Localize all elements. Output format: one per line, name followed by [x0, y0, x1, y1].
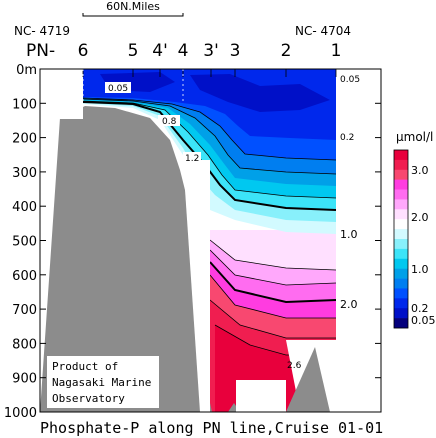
colorbar-label: 2.0 — [411, 211, 429, 224]
colorbar-frame — [393, 149, 409, 329]
y-tick-label: 0m — [16, 63, 37, 78]
line-label: PN- — [26, 41, 55, 61]
station-label: 5 — [128, 41, 139, 61]
station-lines — [82, 69, 337, 104]
station-labels: 6 5 4' 4 3' 3 2 1 — [78, 41, 342, 61]
y-tick-label: 900 — [12, 372, 37, 387]
y-tick-label: 1000 — [4, 406, 37, 421]
colorbar-cell — [394, 268, 408, 279]
scale-bar-label: 60N.Miles — [106, 0, 160, 13]
contour-label: 1.2 — [185, 154, 199, 164]
colorbar-label: 1.0 — [411, 263, 429, 276]
left-end-station: NC- 4719 — [14, 24, 70, 38]
y-tick-label: 800 — [12, 337, 37, 352]
right-end-station: NC- 4704 — [295, 24, 351, 38]
contour-label: 1.0 — [340, 228, 358, 241]
y-tick-label: 300 — [12, 166, 37, 181]
contour-label: 2.6 — [287, 361, 302, 371]
colorbar-labels: 3.0 2.0 1.0 0.2 0.05 — [411, 164, 436, 327]
colorbar-cell — [394, 219, 408, 230]
colorbar-label: 3.0 — [411, 164, 429, 177]
colorbar-cell — [394, 318, 408, 329]
colorbar-cell — [394, 308, 408, 319]
contour-label-bg — [105, 82, 131, 93]
colorbar-cell — [394, 150, 408, 161]
station-label: 4' — [152, 41, 168, 61]
note-line: Product of — [52, 360, 118, 373]
colorbar-cell — [394, 248, 408, 260]
note-line: Observatory — [52, 392, 125, 405]
colorbar-label: 0.05 — [411, 314, 436, 327]
colorbar-cell — [394, 179, 408, 190]
station-label: 2 — [281, 41, 292, 61]
y-axis: 0m 100 200 300 400 500 600 700 800 900 1000 — [4, 63, 381, 421]
contour-lines — [82, 97, 337, 356]
colorbar-cell — [394, 189, 408, 200]
station-label: 4 — [178, 41, 189, 61]
colorbar-unit: μmol/l — [396, 130, 433, 144]
contour-label-bg — [183, 152, 201, 163]
mask-gap — [183, 160, 210, 412]
note-line: Nagasaki Marine — [52, 376, 151, 389]
y-tick-label: 600 — [12, 269, 37, 284]
note-box: Product of Nagasaki Marine Observatory — [47, 356, 159, 408]
mask-left — [40, 69, 83, 119]
colorbar-cell — [394, 239, 408, 250]
station-label: 3' — [203, 41, 219, 61]
contour-field — [40, 69, 381, 412]
colorbar-cell — [394, 159, 408, 171]
colorbar-cell — [394, 229, 408, 240]
colorbar-cell — [394, 209, 408, 220]
y-tick-label: 400 — [12, 200, 37, 215]
colorbar-label: 0.2 — [411, 302, 429, 315]
colorbar-cell — [394, 169, 408, 180]
mask-deep-center — [236, 380, 286, 412]
colorbar-cell — [394, 288, 408, 299]
station-label: 3 — [230, 41, 241, 61]
note-background — [47, 356, 159, 408]
seafloor-ridge-top — [286, 347, 330, 412]
contour-label-bg — [158, 115, 180, 126]
band-0-05-core — [190, 74, 330, 112]
y-tick-label: 200 — [12, 132, 37, 147]
station-label: 6 — [78, 41, 89, 61]
contour-2-0 — [209, 261, 337, 304]
station-label: 1 — [331, 41, 342, 61]
mask-right — [336, 69, 381, 412]
y-tick-label: 500 — [12, 235, 37, 250]
contour-label: 0.2 — [340, 133, 354, 143]
colorbar-cells — [394, 150, 408, 329]
seafloor-left — [40, 106, 212, 412]
chart-title: Phosphate-P along PN line,Cruise 01-01 — [40, 419, 383, 437]
contour-label: 2.0 — [340, 298, 358, 311]
y-tick-label: 700 — [12, 303, 37, 318]
contour-label: 0.05 — [340, 75, 360, 85]
colorbar-cell — [394, 258, 408, 269]
colorbar-cell — [394, 199, 408, 210]
contour-label: 0.8 — [162, 117, 177, 127]
contour-labels: 0.05 0.05 0.2 0.8 1.2 1.0 2.0 2.6 — [105, 75, 360, 371]
colorbar-cell — [394, 278, 408, 289]
y-tick-label: 100 — [12, 97, 37, 112]
scale-bar: 60N.Miles — [82, 0, 184, 17]
colorbar: μmol/l 3.0 2.0 1.0 0.2 0.05 — [393, 130, 436, 329]
colorbar-cell — [394, 298, 408, 309]
contour-label: 0.05 — [108, 84, 128, 94]
